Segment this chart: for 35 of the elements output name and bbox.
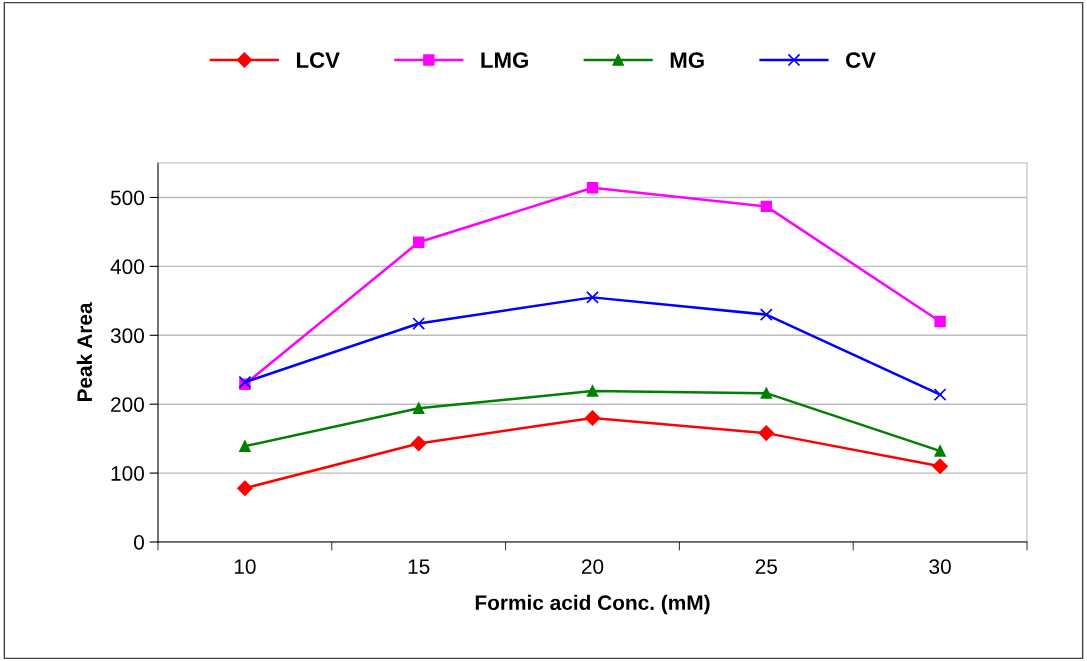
- x-axis-title: Formic acid Conc. (mM): [475, 594, 710, 615]
- point: [410, 435, 427, 452]
- point: [413, 236, 425, 248]
- point: [239, 440, 251, 452]
- legend-label: CV: [846, 52, 876, 68]
- point: [586, 385, 599, 397]
- y-tick-label: 0: [134, 535, 144, 550]
- y-tick-label: 300: [110, 328, 144, 344]
- legend-label: MG: [670, 52, 704, 68]
- legend-label: LCV: [296, 52, 340, 68]
- point: [413, 402, 425, 415]
- x-tick-label: 15: [408, 559, 430, 574]
- point: [934, 445, 946, 457]
- y-tick-label: 100: [111, 466, 144, 481]
- x-tick-label: 30: [929, 559, 951, 574]
- y-tick-label: 200: [111, 397, 144, 412]
- point: [237, 480, 253, 496]
- y-axis-title: Peak Area: [76, 302, 93, 402]
- point: [586, 182, 599, 194]
- point: [584, 410, 601, 426]
- x-tick-label: 20: [581, 559, 604, 574]
- point: [760, 200, 772, 213]
- point: [758, 425, 775, 441]
- point: [586, 290, 599, 304]
- x-tick-label: 10: [234, 559, 256, 574]
- x-tick-label: 25: [755, 559, 778, 574]
- legend-label: LMG: [481, 52, 528, 68]
- point: [759, 308, 773, 321]
- point: [934, 315, 946, 328]
- point: [933, 388, 947, 401]
- point: [412, 317, 426, 330]
- y-tick-label: 400: [110, 259, 144, 275]
- y-tick-label: 500: [110, 190, 144, 206]
- point: [760, 387, 772, 399]
- point: [932, 458, 948, 474]
